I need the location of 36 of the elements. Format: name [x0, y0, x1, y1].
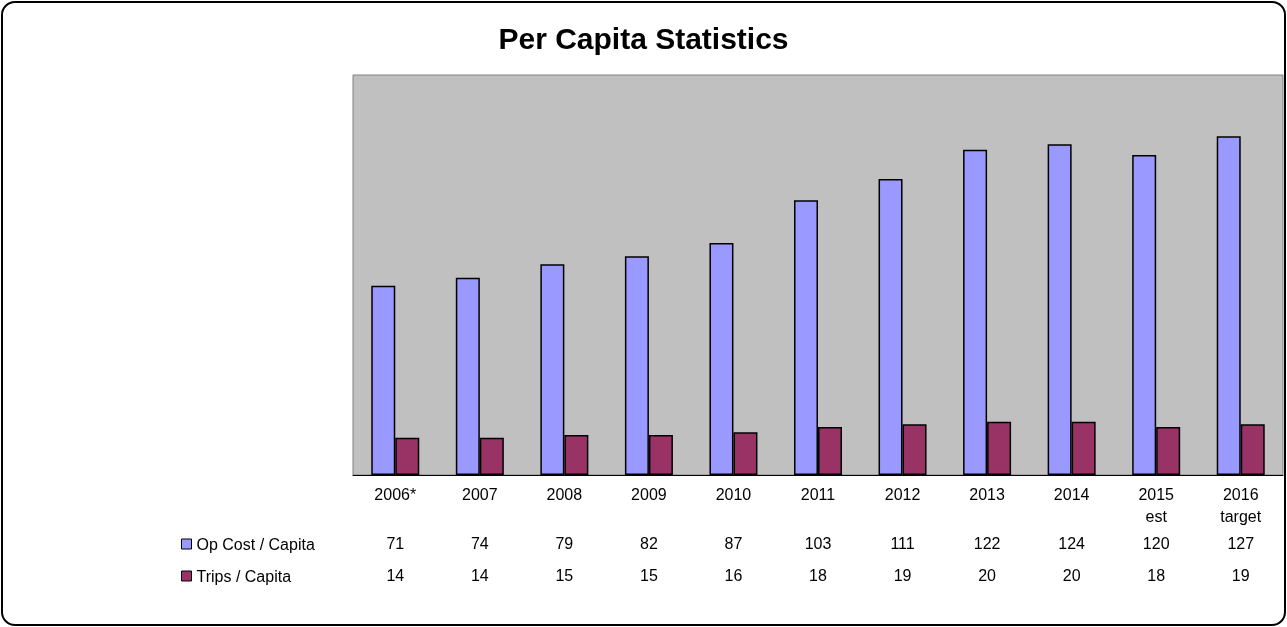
chart-title: Per Capita Statistics	[498, 21, 789, 55]
data-label: 14	[470, 566, 489, 584]
data-label: 111	[890, 534, 915, 552]
data-label: 74	[470, 534, 489, 552]
data-label: 20	[1062, 566, 1081, 584]
data-label: 20	[978, 566, 997, 584]
data-label: 19	[893, 566, 912, 584]
data-label: 18	[809, 566, 827, 584]
x-tick-label: 2014	[1053, 485, 1090, 503]
data-label: 124	[1058, 534, 1086, 552]
x-tick-label: 2010	[715, 485, 752, 503]
data-label: 82	[640, 534, 658, 552]
x-tick-label: 2011	[800, 485, 836, 503]
data-label: 14	[386, 566, 405, 584]
data-label: 122	[973, 534, 1001, 552]
x-tick-label: 2009	[631, 485, 667, 503]
data-label: 15	[555, 566, 574, 584]
x-tick-label: 2008	[546, 485, 583, 503]
x-tick-label: 2006*	[374, 485, 417, 503]
data-label: 19	[1231, 566, 1250, 584]
legend-label: Trips / Capita	[196, 567, 292, 585]
data-label: 18	[1147, 566, 1166, 584]
data-label: 120	[1142, 534, 1170, 552]
data-label: 87	[724, 534, 743, 552]
data-label: 103	[804, 534, 832, 552]
data-label: 15	[640, 566, 658, 584]
x-tick-label: 2007	[462, 485, 498, 503]
x-tick-label: 2012	[884, 485, 921, 503]
data-label: 71	[386, 534, 405, 552]
x-tick-label: 2016 target	[1220, 485, 1262, 525]
legend-label: Op Cost / Capita	[196, 535, 315, 553]
x-tick-label: 2013	[969, 485, 1005, 503]
data-label: 79	[555, 534, 574, 552]
data-label: 16	[724, 566, 743, 584]
x-tick-label: 2015 est	[1138, 485, 1175, 525]
data-label: 127	[1227, 534, 1255, 552]
